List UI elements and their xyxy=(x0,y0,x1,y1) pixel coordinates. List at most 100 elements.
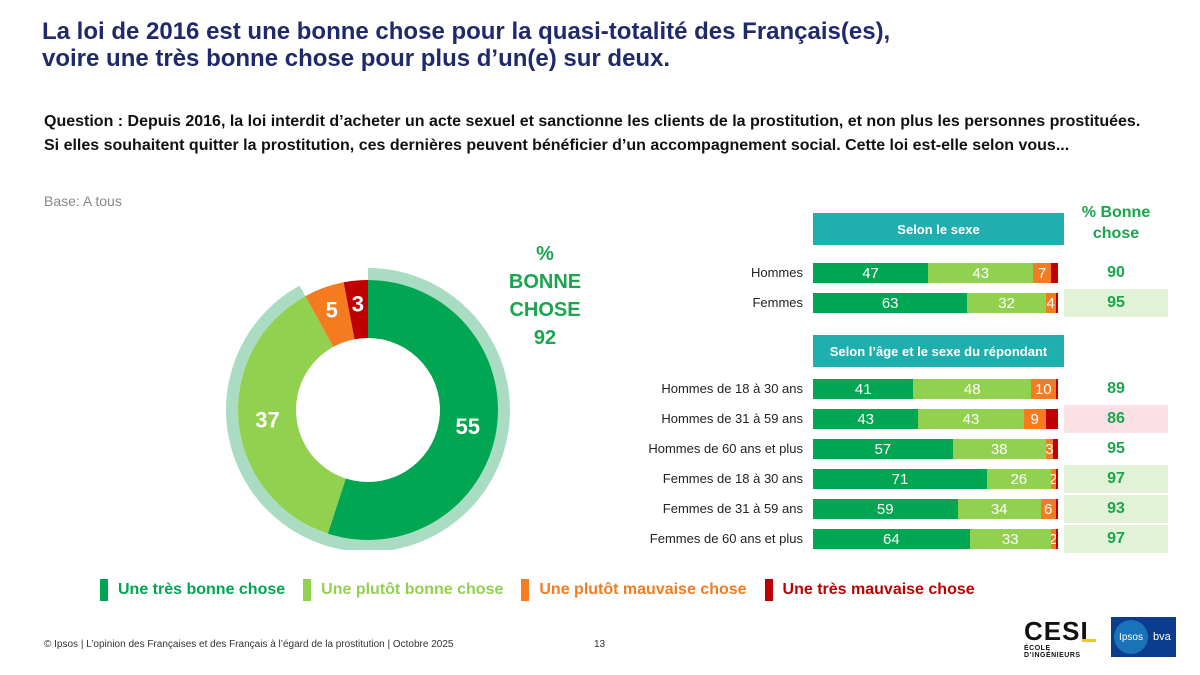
row-total-bonne-chose: 93 xyxy=(1064,495,1168,523)
slice-tres-mauvaise-label: 3 xyxy=(352,291,364,316)
stacked-bar: 47 43 7 xyxy=(813,263,1058,283)
title-line-2: voire une très bonne chose pour plus d’u… xyxy=(42,45,671,72)
seg-tres-mauvaise xyxy=(1055,499,1058,519)
seg-plutot-mauvaise: 10 xyxy=(1031,379,1056,399)
seg-tres-bonne: 63 xyxy=(813,293,968,313)
group-header-sexe: Selon le sexe xyxy=(813,213,1064,245)
slice-plutot-mauvaise xyxy=(305,282,355,347)
row-total-bonne-chose: 86 xyxy=(1064,405,1168,433)
seg-plutot-mauvaise: 2 xyxy=(1050,469,1056,489)
slice-plutot-mauvaise-label: 5 xyxy=(326,297,338,322)
seg-plutot-bonne: 43 xyxy=(928,263,1034,283)
cesi-logo-subtitle: ÉCOLE D’INGÉNIEURS xyxy=(1024,645,1081,659)
stacked-bar: 59 34 6 xyxy=(813,499,1058,519)
seg-tres-mauvaise xyxy=(1045,409,1058,429)
value-column-header-line-2: chose xyxy=(1092,225,1140,242)
cesi-logo: CESI ÉCOLE D’INGÉNIEURS xyxy=(1024,616,1098,659)
legend-swatch xyxy=(303,579,312,601)
seg-plutot-mauvaise: 9 xyxy=(1023,409,1046,429)
slice-tres-bonne xyxy=(327,280,498,540)
row-label: Hommes xyxy=(750,265,803,280)
row-label: Femmes de 31 à 59 ans xyxy=(662,501,803,516)
seg-tres-bonne: 59 xyxy=(813,499,958,519)
legend-label: Une très mauvaise chose xyxy=(782,581,975,598)
seg-plutot-mauvaise: 2 xyxy=(1050,529,1056,549)
seg-tres-bonne: 41 xyxy=(813,379,914,399)
legend-item-tres-bonne: Une très bonne chose xyxy=(100,578,285,602)
stacked-bar: 71 26 2 xyxy=(813,469,1058,489)
stacked-bar: 63 32 4 xyxy=(813,293,1058,313)
stacked-bar: 43 43 9 xyxy=(813,409,1058,429)
ipsos-bva-logo: Ipsos bva xyxy=(1111,617,1176,657)
seg-tres-mauvaise xyxy=(1050,263,1058,283)
group-header-age-sexe: Selon l’âge et le sexe du répondant xyxy=(813,335,1064,367)
page-title: La loi de 2016 est une bonne chose pour … xyxy=(42,18,1162,72)
stacked-bar: 64 33 2 xyxy=(813,529,1058,549)
seg-plutot-mauvaise: 4 xyxy=(1045,293,1056,313)
slice-tres-bonne-label: 55 xyxy=(456,414,480,439)
seg-tres-bonne: 57 xyxy=(813,439,953,459)
bva-logo: bva xyxy=(1153,631,1171,643)
seg-tres-bonne: 47 xyxy=(813,263,929,283)
legend-item-tres-mauvaise: Une très mauvaise chose xyxy=(764,578,975,602)
cesi-logo-bar xyxy=(1082,639,1096,642)
value-column-header-line-1: % Bonne xyxy=(1081,204,1151,221)
seg-plutot-bonne: 34 xyxy=(957,499,1041,519)
row-total-bonne-chose: 97 xyxy=(1064,525,1168,553)
row-total-bonne-chose: 89 xyxy=(1107,380,1125,397)
total-value: 92 xyxy=(533,327,557,349)
legend-item-plutot-mauvaise: Une plutôt mauvaise chose xyxy=(521,578,747,602)
legend-swatch xyxy=(521,579,530,601)
seg-plutot-mauvaise: 3 xyxy=(1045,439,1054,459)
seg-plutot-bonne: 38 xyxy=(952,439,1046,459)
row-label: Femmes de 18 à 30 ans xyxy=(662,471,803,486)
donut-chart: 55 37 5 3 xyxy=(226,268,510,550)
cesi-logo-text: CESI xyxy=(1024,616,1089,646)
row-total-bonne-chose: 95 xyxy=(1107,440,1125,457)
seg-plutot-bonne: 32 xyxy=(967,293,1046,313)
seg-plutot-mauvaise: 6 xyxy=(1040,499,1056,519)
seg-tres-mauvaise xyxy=(1053,439,1058,459)
slice-plutot-bonne xyxy=(237,296,346,534)
seg-tres-bonne: 43 xyxy=(813,409,919,429)
question-text: Question : Depuis 2016, la loi interdit … xyxy=(44,113,1141,154)
seg-plutot-bonne: 33 xyxy=(969,529,1051,549)
seg-tres-mauvaise xyxy=(1055,529,1058,549)
legend-swatch xyxy=(100,579,108,601)
page-number: 13 xyxy=(594,639,606,650)
ipsos-logo: Ipsos xyxy=(1114,620,1148,654)
row-total-bonne-chose: 97 xyxy=(1064,465,1168,493)
legend-swatch xyxy=(764,579,773,601)
donut-total: % BONNE CHOSE 92 xyxy=(495,240,595,352)
legend-label: Une plutôt bonne chose xyxy=(321,581,504,598)
stacked-bar: 41 48 10 xyxy=(813,379,1058,399)
legend: Une très bonne chose Une plutôt bonne ch… xyxy=(100,578,1100,602)
seg-plutot-bonne: 43 xyxy=(918,409,1024,429)
total-label-bonne: BONNE xyxy=(508,271,582,293)
row-total-bonne-chose: 95 xyxy=(1064,289,1168,317)
row-total-bonne-chose: 90 xyxy=(1107,264,1125,281)
total-label-chose: CHOSE xyxy=(509,299,581,321)
title-line-1: La loi de 2016 est une bonne chose pour … xyxy=(42,18,891,45)
row-label: Hommes de 60 ans et plus xyxy=(648,441,803,456)
row-label: Hommes de 18 à 30 ans xyxy=(661,381,803,396)
row-label: Femmes de 60 ans et plus xyxy=(649,531,803,546)
seg-tres-bonne: 71 xyxy=(813,469,987,489)
legend-label: Une très bonne chose xyxy=(118,581,286,598)
footer-text: © Ipsos | L’opinion des Françaises et de… xyxy=(44,639,454,650)
slice-plutot-bonne-label: 37 xyxy=(255,408,279,433)
stacked-bar: 57 38 3 xyxy=(813,439,1058,459)
value-column-header: % Bonne chose xyxy=(1064,202,1168,244)
seg-tres-bonne: 64 xyxy=(813,529,970,549)
legend-label: Une plutôt mauvaise chose xyxy=(539,581,747,598)
seg-plutot-bonne: 48 xyxy=(913,379,1032,399)
seg-plutot-mauvaise: 7 xyxy=(1033,263,1051,283)
seg-tres-mauvaise xyxy=(1055,293,1058,313)
total-label-percent: % xyxy=(536,243,554,265)
row-label: Hommes de 31 à 59 ans xyxy=(661,411,803,426)
slice-tres-mauvaise xyxy=(343,280,368,340)
seg-tres-mauvaise xyxy=(1055,379,1058,399)
legend-item-plutot-bonne: Une plutôt bonne chose xyxy=(303,578,503,602)
seg-tres-mauvaise xyxy=(1055,469,1058,489)
row-label: Femmes xyxy=(752,295,803,310)
